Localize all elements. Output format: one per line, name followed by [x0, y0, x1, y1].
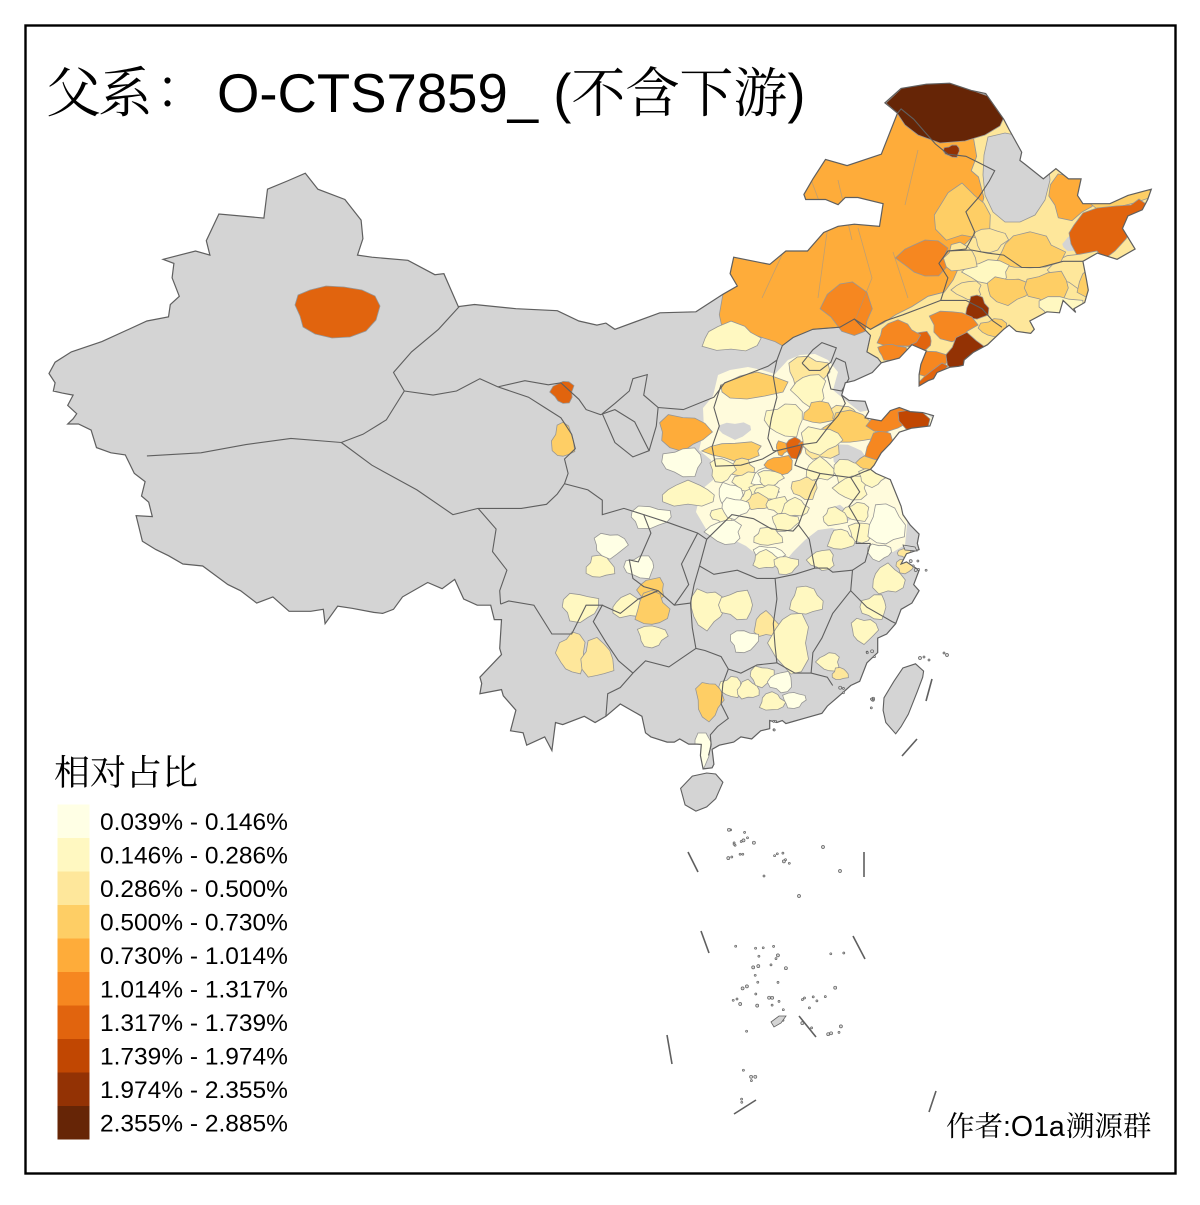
- svg-text:2.355% - 2.885%: 2.355% - 2.885%: [100, 1110, 288, 1137]
- svg-text:0.146% - 0.286%: 0.146% - 0.286%: [100, 842, 288, 869]
- svg-text:1.317% - 1.739%: 1.317% - 1.739%: [100, 1010, 288, 1037]
- svg-text:0.730% - 1.014%: 0.730% - 1.014%: [100, 943, 288, 970]
- svg-text::O1a: :O1a: [1003, 1111, 1065, 1143]
- svg-text:1.974% - 2.355%: 1.974% - 2.355%: [100, 1077, 288, 1104]
- svg-text:1.014% - 1.317%: 1.014% - 1.317%: [100, 976, 288, 1003]
- svg-text:0.039% - 0.146%: 0.039% - 0.146%: [100, 809, 288, 836]
- svg-text:O-CTS7859_ (: O-CTS7859_ (: [217, 63, 571, 124]
- svg-text:0.286% - 0.500%: 0.286% - 0.500%: [100, 876, 288, 903]
- svg-text:): ): [787, 63, 805, 124]
- svg-text:0.500% - 0.730%: 0.500% - 0.730%: [100, 909, 288, 936]
- svg-text:1.739% - 1.974%: 1.739% - 1.974%: [100, 1043, 288, 1070]
